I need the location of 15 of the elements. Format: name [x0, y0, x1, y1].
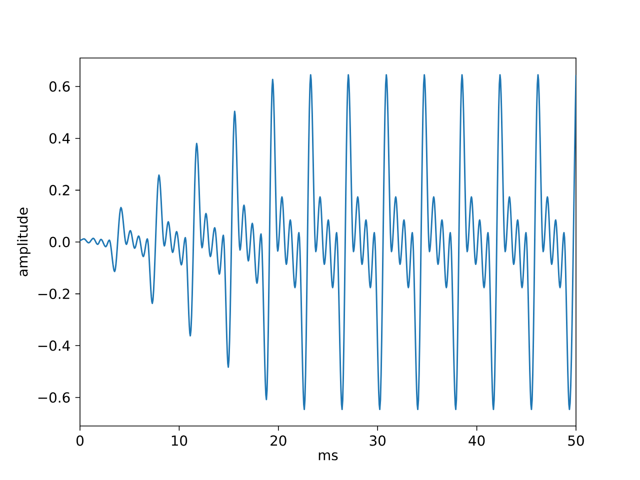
y-tick-label: −0.4	[38, 340, 70, 351]
y-tick-label: 0.6	[49, 81, 70, 92]
x-tick-label: 20	[270, 435, 286, 446]
x-tick-label: 0	[76, 435, 84, 446]
y-tick-label: −0.6	[38, 392, 70, 403]
y-tick-label: 0.2	[49, 184, 70, 196]
x-tick-label: 30	[370, 435, 386, 446]
y-tick-label: −0.2	[38, 288, 70, 300]
x-tick-label: 50	[568, 435, 584, 446]
y-tick-label: 0.0	[49, 236, 70, 248]
x-tick-label: 40	[468, 435, 485, 446]
x-axis-title: ms	[318, 452, 338, 460]
y-tick-label: 0.4	[49, 133, 70, 144]
y-axis-title: amplitude	[17, 208, 30, 276]
x-tick-label: 10	[172, 435, 188, 446]
